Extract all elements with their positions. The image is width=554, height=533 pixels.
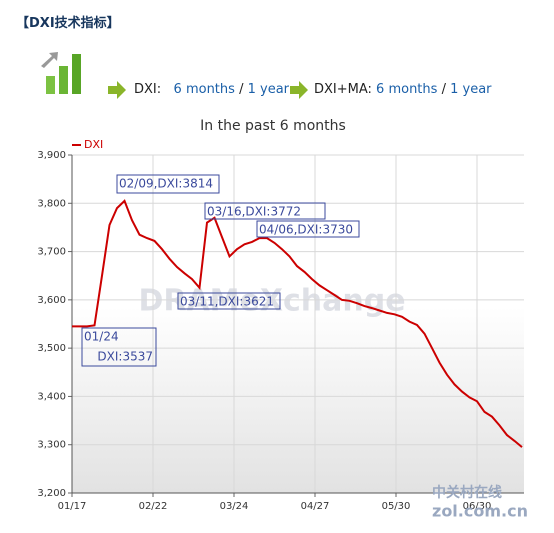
y-tick-label: 3,300 [37, 440, 66, 451]
annotation-box [177, 292, 281, 310]
y-tick-label: 3,700 [37, 247, 66, 258]
x-tick-label: 06/30 [463, 501, 492, 512]
nav-separator: / [441, 82, 446, 97]
annotation: 01/24 [84, 330, 119, 344]
header-title: 【DXI技术指标】 [16, 16, 120, 31]
nav-link[interactable]: 1 year [450, 82, 492, 97]
chart-title: In the past 6 months [200, 118, 346, 134]
nav-link[interactable]: 6 months [173, 82, 235, 97]
y-tick-label: 3,800 [37, 198, 66, 209]
plot-area [72, 155, 524, 493]
nav-separator: / [239, 82, 244, 97]
watermark: 中关村在线 [432, 484, 502, 501]
nav-dxi-ma: DXI+MA: 6 months / 1 year [314, 82, 492, 97]
watermark: DRAMeXchange [138, 284, 405, 319]
annotation-box [256, 220, 360, 238]
nav-label: DXI+MA: [314, 82, 372, 97]
annotation: 03/11,DXI:3621 [180, 295, 274, 309]
chart-icon [41, 52, 81, 94]
y-tick-label: 3,500 [37, 343, 66, 354]
legend-label: DXI [84, 138, 103, 151]
annotation: 02/09,DXI:3814 [119, 177, 213, 191]
annotation-box [204, 202, 326, 220]
nav-label: DXI: [134, 82, 162, 97]
x-tick-label: 01/17 [58, 501, 87, 512]
nav-link[interactable]: 6 months [376, 82, 438, 97]
x-tick-label: 02/22 [139, 501, 168, 512]
nav-link[interactable]: 1 year [247, 82, 289, 97]
data-line [72, 199, 523, 448]
x-tick-label: 03/24 [220, 501, 249, 512]
y-tick-label: 3,400 [37, 391, 66, 402]
annotation-box [116, 174, 220, 194]
annotation: 04/06,DXI:3730 [259, 223, 353, 237]
y-tick-label: 3,600 [37, 295, 66, 306]
arrow-icon [108, 81, 126, 99]
y-tick-label: 3,200 [37, 488, 66, 499]
annotation: DXI:3537 [97, 350, 153, 364]
annotation-box [81, 327, 157, 367]
x-tick-label: 04/27 [301, 501, 330, 512]
annotation: 03/16,DXI:3772 [207, 205, 301, 219]
nav-dxi: DXI: 6 months / 1 year [134, 82, 289, 97]
chart: In the past 6 months DRAMeXchange 3,200 3,… [37, 118, 528, 521]
arrow-icon [290, 81, 308, 99]
x-tick-label: 05/30 [382, 501, 411, 512]
watermark: zol.com.cn [432, 502, 528, 521]
y-tick-label: 3,900 [37, 150, 66, 161]
